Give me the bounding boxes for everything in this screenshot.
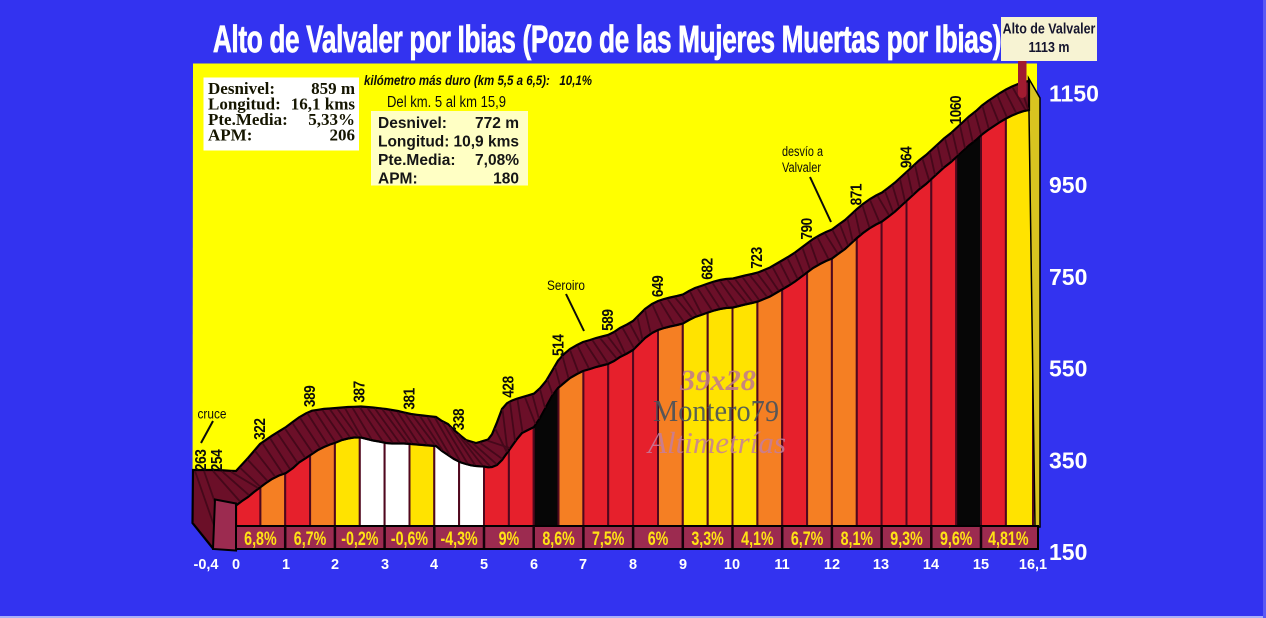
svg-text:206: 206: [330, 126, 356, 145]
svg-text:180: 180: [493, 171, 519, 188]
svg-text:6%: 6%: [648, 528, 669, 549]
svg-text:kilómetro más duro (km 5,5 a 6: kilómetro más duro (km 5,5 a 6,5): 10,1%: [364, 72, 592, 88]
svg-text:Montero79: Montero79: [653, 393, 779, 428]
svg-text:1: 1: [282, 557, 290, 573]
svg-text:150: 150: [1049, 539, 1087, 565]
svg-text:Pte.Media:: Pte.Media:: [208, 110, 288, 129]
svg-text:Alto de Valvaler por Ibias (Po: Alto de Valvaler por Ibias (Pozo de las …: [213, 17, 1001, 60]
svg-text:9,6%: 9,6%: [940, 528, 973, 549]
svg-text:381: 381: [402, 388, 419, 410]
svg-text:39x28: 39x28: [679, 364, 756, 397]
svg-text:950: 950: [1049, 172, 1087, 198]
svg-text:750: 750: [1049, 264, 1087, 290]
svg-text:3: 3: [381, 557, 389, 573]
svg-text:649: 649: [650, 275, 667, 297]
svg-text:4,81%: 4,81%: [988, 528, 1028, 549]
svg-text:964: 964: [899, 145, 916, 168]
svg-text:-0,4: -0,4: [194, 557, 219, 573]
svg-text:desvío a: desvío a: [782, 144, 823, 159]
svg-text:16,1 kms: 16,1 kms: [291, 95, 356, 114]
svg-text:871: 871: [849, 184, 866, 206]
svg-text:15: 15: [973, 557, 989, 573]
svg-text:6,7%: 6,7%: [791, 528, 824, 549]
svg-text:6: 6: [530, 557, 538, 573]
svg-text:7: 7: [579, 557, 587, 573]
svg-text:16,1: 16,1: [1019, 557, 1047, 573]
svg-text:263: 263: [193, 449, 210, 471]
svg-text:APM:: APM:: [208, 126, 252, 145]
svg-text:1150: 1150: [1049, 81, 1099, 107]
svg-text:Seroiro: Seroiro: [547, 277, 585, 293]
svg-text:0: 0: [232, 557, 240, 573]
svg-text:9%: 9%: [499, 528, 520, 549]
svg-text:Altimetrías: Altimetrías: [646, 425, 786, 460]
svg-text:10: 10: [724, 557, 740, 573]
svg-text:14: 14: [923, 557, 939, 573]
svg-text:8: 8: [629, 557, 637, 573]
svg-text:8,6%: 8,6%: [542, 528, 575, 549]
svg-text:6,8%: 6,8%: [244, 528, 277, 549]
svg-text:cruce: cruce: [198, 406, 227, 422]
svg-text:1113 m: 1113 m: [1029, 39, 1070, 55]
svg-text:5: 5: [480, 557, 488, 573]
svg-text:Valvaler: Valvaler: [782, 160, 821, 175]
svg-text:4,1%: 4,1%: [741, 528, 774, 549]
svg-text:4: 4: [430, 557, 438, 573]
svg-text:APM:: APM:: [378, 171, 418, 188]
svg-text:254: 254: [209, 448, 226, 471]
svg-text:550: 550: [1049, 356, 1087, 382]
svg-text:11: 11: [774, 557, 789, 573]
svg-text:Longitud:: Longitud:: [378, 134, 449, 151]
svg-text:-4,3%: -4,3%: [440, 528, 477, 549]
svg-text:Desnivel:: Desnivel:: [378, 115, 447, 132]
svg-text:723: 723: [749, 247, 766, 269]
svg-text:Longitud:: Longitud:: [208, 95, 281, 114]
svg-text:790: 790: [799, 218, 816, 240]
svg-text:338: 338: [451, 409, 468, 431]
svg-text:Del km. 5 al km 15,9: Del km. 5 al km 15,9: [387, 94, 506, 111]
svg-text:10,9 kms: 10,9 kms: [454, 134, 520, 151]
svg-text:682: 682: [700, 258, 717, 280]
svg-text:322: 322: [252, 418, 269, 440]
svg-text:589: 589: [600, 309, 617, 331]
svg-text:514: 514: [551, 333, 568, 356]
svg-text:7,08%: 7,08%: [475, 152, 519, 169]
svg-text:387: 387: [352, 381, 369, 403]
svg-text:3,3%: 3,3%: [691, 528, 724, 549]
svg-text:Pte.Media:: Pte.Media:: [378, 152, 456, 169]
svg-text:428: 428: [501, 376, 518, 398]
svg-text:Desnivel:: Desnivel:: [208, 79, 275, 98]
svg-text:13: 13: [873, 557, 889, 573]
svg-text:12: 12: [824, 557, 840, 573]
svg-text:5,33%: 5,33%: [308, 110, 355, 129]
svg-text:-0,2%: -0,2%: [341, 528, 378, 549]
svg-text:389: 389: [302, 385, 319, 407]
svg-text:8,1%: 8,1%: [841, 528, 874, 549]
svg-text:9,3%: 9,3%: [890, 528, 923, 549]
svg-text:772 m: 772 m: [475, 115, 519, 132]
svg-text:Alto de Valvaler: Alto de Valvaler: [1003, 21, 1097, 37]
svg-text:6,7%: 6,7%: [294, 528, 327, 549]
svg-text:350: 350: [1049, 447, 1087, 473]
svg-text:-0,6%: -0,6%: [391, 528, 428, 549]
svg-text:859 m: 859 m: [311, 79, 355, 98]
svg-text:2: 2: [331, 557, 339, 573]
svg-text:7,5%: 7,5%: [592, 528, 625, 549]
svg-text:9: 9: [679, 557, 687, 573]
svg-text:1060: 1060: [948, 96, 965, 125]
